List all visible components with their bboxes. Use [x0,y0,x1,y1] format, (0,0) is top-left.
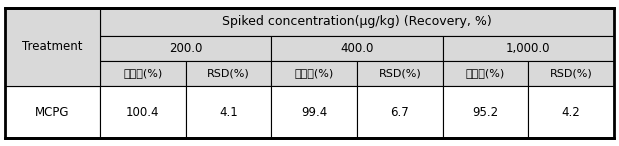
Bar [186,86,271,138]
Bar [271,86,357,138]
Bar [443,61,529,86]
Bar [100,36,271,61]
Text: 4.1: 4.1 [219,106,238,119]
Text: RSD(%): RSD(%) [207,68,250,79]
Text: 회수율(%): 회수율(%) [123,68,162,79]
Text: 95.2: 95.2 [472,106,498,119]
Text: RSD(%): RSD(%) [550,68,592,79]
Bar [5,8,100,86]
Bar [100,86,186,138]
Bar [100,8,614,36]
Bar [5,86,100,138]
Bar [100,61,186,86]
Text: 100.4: 100.4 [126,106,160,119]
Bar [357,61,443,86]
Bar [271,36,443,61]
Bar [443,86,529,138]
Bar [271,61,357,86]
Text: 4.2: 4.2 [562,106,581,119]
Bar [357,86,443,138]
Text: 400.0: 400.0 [340,42,374,55]
Text: 회수율(%): 회수율(%) [466,68,505,79]
Bar [443,36,614,61]
Bar [529,61,614,86]
Text: 99.4: 99.4 [301,106,327,119]
Bar [5,8,614,138]
Text: Spiked concentration(μg/kg) (Recovery, %): Spiked concentration(μg/kg) (Recovery, %… [222,15,492,28]
Text: 6.7: 6.7 [391,106,409,119]
Bar [529,86,614,138]
Text: Treatment: Treatment [22,40,83,53]
Text: 회수율(%): 회수율(%) [295,68,334,79]
Text: 1,000.0: 1,000.0 [506,42,550,55]
Text: MCPG: MCPG [35,106,70,119]
Bar [186,61,271,86]
Text: 200.0: 200.0 [169,42,202,55]
Text: RSD(%): RSD(%) [378,68,421,79]
